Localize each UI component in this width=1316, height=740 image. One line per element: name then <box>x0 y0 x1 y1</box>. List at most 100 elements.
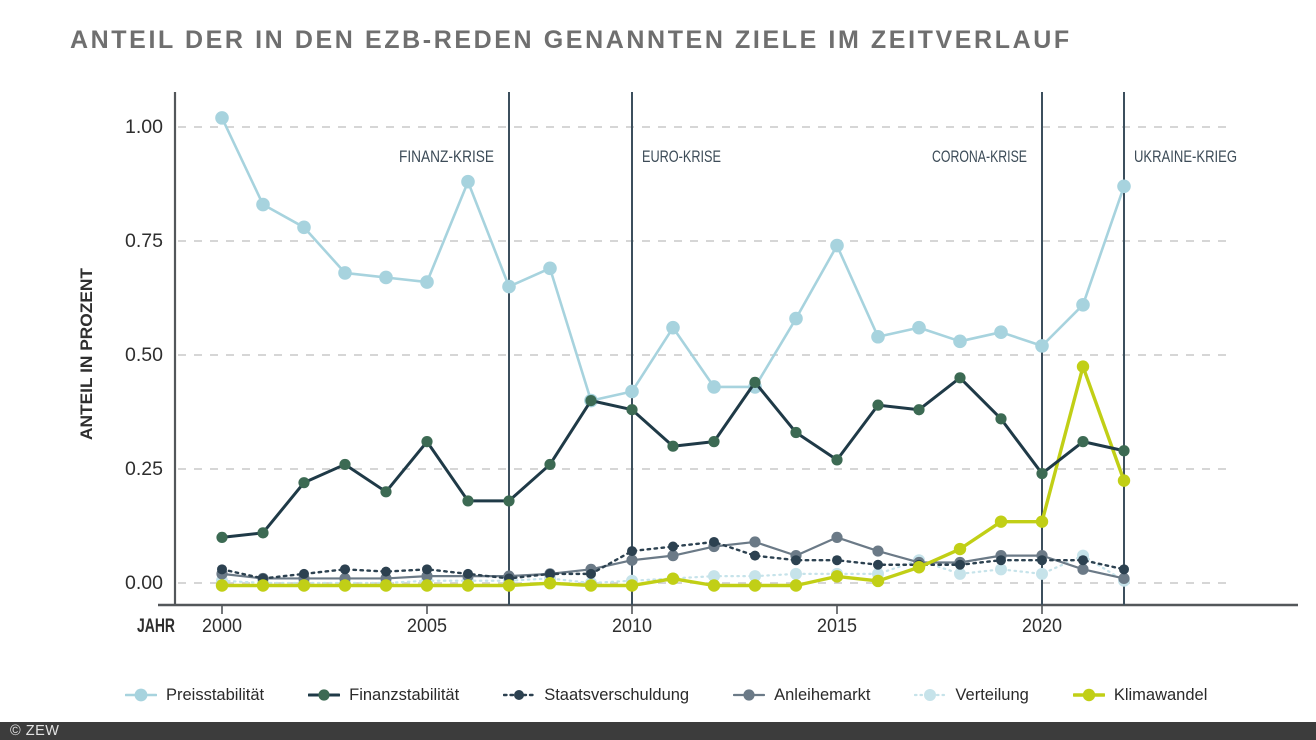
data-point-staatsverschuldung <box>340 564 350 575</box>
legend-label: Staatsverschuldung <box>544 685 690 704</box>
data-point-klimawandel <box>912 561 926 574</box>
legend-label: Finanzstabilität <box>349 685 460 704</box>
data-point-staatsverschuldung <box>955 559 965 570</box>
data-point-finanzstabilität <box>544 458 556 471</box>
y-tick-label: 0.00 <box>125 573 163 594</box>
data-point-verteilung <box>708 570 720 583</box>
data-point-verteilung <box>790 567 802 580</box>
legend-marker-icon <box>125 688 157 702</box>
data-point-verteilung <box>995 563 1007 576</box>
data-point-preisstabilität <box>707 380 721 394</box>
data-point-staatsverschuldung <box>668 541 678 552</box>
data-point-klimawandel <box>871 574 885 588</box>
x-axis-title: JAHR <box>137 616 175 637</box>
data-point-finanzstabilität <box>462 495 474 507</box>
data-point-anleihemarkt <box>872 545 884 557</box>
data-point-finanzstabilität <box>913 404 925 416</box>
legend-marker-icon <box>308 689 341 701</box>
data-point-staatsverschuldung <box>463 568 473 579</box>
data-point-preisstabilität <box>502 279 516 294</box>
data-point-finanzstabilität <box>298 477 310 489</box>
data-point-klimawandel <box>543 577 557 590</box>
data-point-preisstabilität <box>1035 339 1049 353</box>
event-label: UKRAINE-KRIEG <box>1134 148 1237 166</box>
data-point-staatsverschuldung <box>381 566 391 577</box>
data-point-finanzstabilität <box>995 413 1007 425</box>
data-point-anleihemarkt <box>1118 572 1130 585</box>
legend-label: Anleihemarkt <box>774 685 871 704</box>
data-point-finanzstabilität <box>872 399 884 411</box>
data-point-staatsverschuldung <box>1037 555 1047 566</box>
data-point-finanzstabilität <box>503 495 515 507</box>
legend-item-staatsverschuldung: Staatsverschuldung <box>503 686 689 705</box>
data-point-klimawandel <box>338 579 352 592</box>
data-point-preisstabilität <box>625 384 639 399</box>
chart-legend: Preisstabilität Finanzstabilität Staatsver… <box>125 682 1207 708</box>
data-point-staatsverschuldung <box>873 559 883 570</box>
copyright-text: © ZEW <box>10 723 60 739</box>
data-point-preisstabilität <box>379 270 393 285</box>
data-point-preisstabilität <box>543 261 557 276</box>
data-point-finanzstabilität <box>954 372 966 384</box>
data-point-finanzstabilität <box>1118 445 1130 457</box>
data-point-klimawandel <box>953 542 967 556</box>
legend-item-verteilung: Verteilung <box>914 686 1029 705</box>
legend-marker-icon <box>733 689 766 701</box>
data-point-preisstabilität <box>1117 179 1131 194</box>
data-point-preisstabilität <box>666 320 680 335</box>
data-point-klimawandel <box>707 579 721 592</box>
x-tick-label: 2015 <box>817 616 857 637</box>
x-tick-label: 2005 <box>407 616 447 637</box>
data-point-staatsverschuldung <box>422 564 432 575</box>
data-point-finanzstabilität <box>626 404 638 416</box>
data-point-preisstabilität <box>461 174 475 189</box>
series-line-finanzstabilität <box>220 376 1126 539</box>
data-point-finanzstabilität <box>421 436 433 448</box>
data-point-staatsverschuldung <box>1119 564 1129 575</box>
data-point-klimawandel <box>994 515 1008 528</box>
data-point-preisstabilität <box>789 311 803 326</box>
data-point-staatsverschuldung <box>750 550 760 561</box>
data-point-anleihemarkt <box>626 554 638 566</box>
legend-marker-icon <box>503 690 536 700</box>
data-point-preisstabilität <box>953 334 967 349</box>
data-point-anleihemarkt <box>831 531 843 544</box>
data-point-klimawandel <box>748 579 762 592</box>
data-point-staatsverschuldung <box>545 568 555 579</box>
data-point-preisstabilität <box>297 220 311 235</box>
x-tick-label: 2020 <box>1022 616 1062 637</box>
data-point-staatsverschuldung <box>1078 555 1088 566</box>
data-point-klimawandel <box>461 579 475 592</box>
data-point-finanzstabilität <box>380 486 392 498</box>
y-tick-label: 0.75 <box>125 231 163 252</box>
data-point-preisstabilität <box>871 329 885 344</box>
legend-item-anleihemarkt: Anleihemarkt <box>733 686 870 705</box>
data-point-klimawandel <box>297 579 311 592</box>
data-point-klimawandel <box>1035 515 1049 528</box>
x-tick-label: 2010 <box>612 616 652 637</box>
data-point-klimawandel <box>584 579 598 592</box>
data-point-staatsverschuldung <box>627 546 637 557</box>
data-point-staatsverschuldung <box>832 555 842 566</box>
data-point-staatsverschuldung <box>586 568 596 579</box>
data-point-klimawandel <box>666 572 680 585</box>
y-axis-title: ANTEIL IN PROZENT <box>77 267 96 440</box>
data-point-preisstabilität <box>256 197 270 212</box>
footer-bar: © ZEW <box>0 722 1316 740</box>
data-point-klimawandel <box>625 579 639 592</box>
data-point-preisstabilität <box>1076 298 1090 312</box>
series-line-staatsverschuldung <box>220 540 1126 580</box>
data-point-anleihemarkt <box>749 536 761 548</box>
legend-item-klimawandel: Klimawandel <box>1072 686 1207 705</box>
data-point-finanzstabilität <box>257 527 269 539</box>
event-label: CORONA-KRISE <box>932 148 1027 166</box>
data-point-klimawandel <box>215 579 229 592</box>
legend-item-preisstabilität: Preisstabilität <box>125 686 264 705</box>
data-point-preisstabilität <box>994 325 1008 340</box>
data-point-preisstabilität <box>420 275 434 289</box>
legend-item-finanzstabilität: Finanzstabilität <box>308 686 459 705</box>
data-point-finanzstabilität <box>585 395 597 407</box>
data-point-anleihemarkt <box>667 550 679 562</box>
data-point-finanzstabilität <box>708 436 720 448</box>
